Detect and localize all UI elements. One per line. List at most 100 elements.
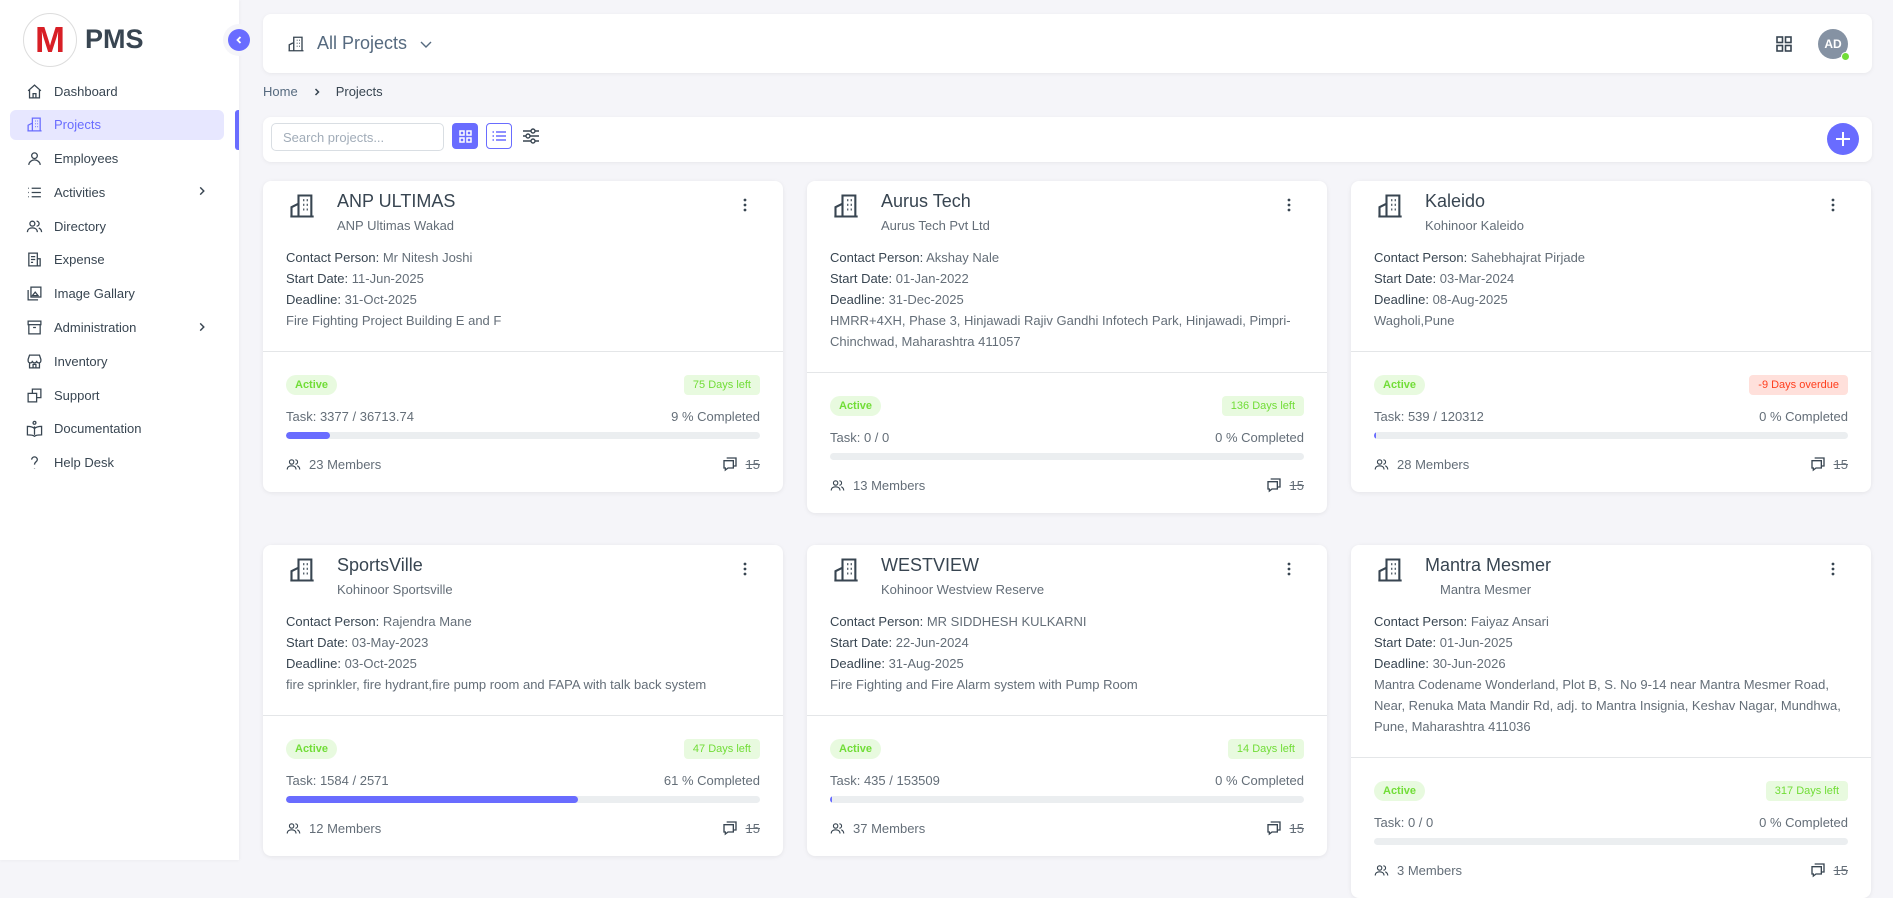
sidebar-item-image-gallary[interactable]: Image Gallary	[10, 279, 224, 309]
progress-bar	[830, 796, 1304, 803]
comments-count: 15	[745, 456, 760, 472]
sidebar-item-activities[interactable]: Activities	[10, 177, 224, 207]
sidebar-item-label: Dashboard	[54, 83, 118, 99]
project-card[interactable]: WESTVIEW Kohinoor Westview Reserve Conta…	[807, 545, 1327, 856]
collapse-sidebar-button[interactable]	[223, 24, 255, 56]
comments-icon[interactable]	[1266, 477, 1282, 493]
sidebar-item-inventory[interactable]: Inventory	[10, 346, 224, 376]
project-card[interactable]: Aurus Tech Aurus Tech Pvt Ltd Contact Pe…	[807, 181, 1327, 513]
sidebar-item-label: Inventory	[54, 353, 108, 369]
grid-view-button[interactable]	[452, 123, 478, 149]
sidebar-item-dashboard[interactable]: Dashboard	[10, 76, 224, 106]
comments-icon[interactable]	[722, 456, 738, 472]
project-details: Contact Person: Faiyaz Ansari Start Date…	[1374, 611, 1848, 737]
start-date: 03-May-2023	[351, 635, 429, 650]
more-options-icon[interactable]	[1825, 197, 1841, 213]
project-title[interactable]: SportsVille	[337, 555, 423, 575]
building-icon	[834, 194, 858, 218]
project-card[interactable]: Mantra Mesmer Mantra Mesmer Contact Pers…	[1351, 545, 1871, 898]
project-selector[interactable]: All Projects	[317, 33, 408, 53]
start-label: Start Date:	[1374, 271, 1437, 286]
filter-button[interactable]	[518, 123, 544, 149]
add-project-button[interactable]	[1827, 123, 1859, 155]
contact-label: Contact Person:	[830, 250, 924, 265]
task-count: Task: 435 / 153509	[830, 773, 940, 788]
percent-completed: 9 % Completed	[671, 409, 760, 424]
sidebar-item-help-desk[interactable]: Help Desk	[10, 448, 224, 478]
project-description: Fire Fighting Project Building E and F	[286, 313, 502, 328]
comments-count: 15	[1289, 477, 1304, 493]
search-input[interactable]	[271, 123, 444, 151]
user-avatar[interactable]: AD	[1818, 29, 1850, 61]
breadcrumb-current: Projects	[335, 84, 383, 99]
book-icon	[26, 421, 43, 438]
list-view-button[interactable]	[486, 123, 512, 149]
sidebar-item-documentation[interactable]: Documentation	[10, 414, 224, 444]
comments-icon[interactable]	[722, 820, 738, 836]
status-badge: Active	[286, 375, 338, 395]
days-badge: 47 Days left	[683, 739, 760, 759]
comments-icon[interactable]	[1810, 862, 1826, 878]
grid-icon	[458, 129, 472, 143]
project-title[interactable]: Kaleido	[1425, 191, 1486, 211]
members-count[interactable]: 23 Members	[309, 456, 382, 472]
task-count: Task: 539 / 120312	[1374, 409, 1484, 424]
project-card[interactable]: ANP ULTIMAS ANP Ultimas Wakad Contact Pe…	[263, 181, 783, 492]
project-description: fire sprinkler, fire hydrant,fire pump r…	[286, 677, 707, 692]
project-title[interactable]: Aurus Tech	[881, 191, 971, 211]
members-count[interactable]: 13 Members	[853, 477, 926, 493]
days-badge: 317 Days left	[1765, 781, 1848, 801]
logo[interactable]: M	[23, 13, 77, 67]
more-options-icon[interactable]	[737, 561, 753, 577]
breadcrumb: Home Projects	[263, 84, 383, 99]
percent-completed: 0 % Completed	[1759, 409, 1848, 424]
members-count[interactable]: 37 Members	[853, 820, 926, 836]
comments-icon[interactable]	[1266, 820, 1282, 836]
members-icon	[830, 822, 845, 834]
sidebar-item-projects[interactable]: Projects	[10, 109, 224, 140]
progress-fill	[830, 796, 832, 803]
deadline: 31-Dec-2025	[888, 292, 964, 307]
apps-grid-icon[interactable]	[1776, 36, 1792, 52]
project-title[interactable]: ANP ULTIMAS	[337, 191, 456, 211]
project-card[interactable]: Kaleido Kohinoor Kaleido Contact Person:…	[1351, 181, 1871, 492]
project-title[interactable]: WESTVIEW	[881, 555, 979, 575]
more-options-icon[interactable]	[1281, 561, 1297, 577]
contact-person: Mr Nitesh Joshi	[382, 250, 473, 265]
sidebar-item-support[interactable]: Support	[10, 380, 224, 410]
project-subtitle: Kohinoor Westview Reserve	[881, 582, 1045, 597]
brand-name: PMS	[85, 24, 144, 54]
project-description: Wagholi,Pune	[1374, 313, 1455, 328]
more-options-icon[interactable]	[737, 197, 753, 213]
deadline: 08-Aug-2025	[1432, 292, 1508, 307]
members-count[interactable]: 3 Members	[1397, 862, 1463, 878]
members-count[interactable]: 12 Members	[309, 820, 382, 836]
more-options-icon[interactable]	[1825, 561, 1841, 577]
project-card[interactable]: SportsVille Kohinoor Sportsville Contact…	[263, 545, 783, 856]
members-icon	[286, 458, 301, 470]
start-label: Start Date:	[286, 271, 349, 286]
project-details: Contact Person: Sahebhajrat Pirjade Star…	[1374, 247, 1848, 331]
chevron-down-icon[interactable]	[419, 37, 433, 51]
sidebar-item-expense[interactable]: Expense	[10, 245, 224, 275]
more-options-icon[interactable]	[1281, 197, 1297, 213]
progress-fill	[286, 796, 578, 803]
sidebar-item-employees[interactable]: Employees	[10, 144, 224, 174]
sidebar-item-directory[interactable]: Directory	[10, 211, 224, 241]
breadcrumb-home[interactable]: Home	[263, 84, 298, 99]
project-details: Contact Person: Akshay Nale Start Date: …	[830, 247, 1304, 352]
sidebar-item-administration[interactable]: Administration	[10, 313, 224, 343]
sidebar-item-label: Activities	[54, 184, 106, 200]
members-count[interactable]: 28 Members	[1397, 456, 1470, 472]
project-title[interactable]: Mantra Mesmer	[1425, 555, 1552, 575]
comments-count: 15	[1289, 820, 1304, 836]
building-icon	[27, 117, 42, 132]
scrollbar[interactable]	[235, 110, 239, 150]
comments-icon[interactable]	[1810, 456, 1826, 472]
start-date: 01-Jan-2022	[895, 271, 969, 286]
members-icon	[286, 822, 301, 834]
contact-person: Faiyaz Ansari	[1470, 614, 1549, 629]
start-label: Start Date:	[1374, 635, 1437, 650]
contact-person: Sahebhajrat Pirjade	[1470, 250, 1586, 265]
sidebar-item-label: Expense	[54, 252, 105, 268]
